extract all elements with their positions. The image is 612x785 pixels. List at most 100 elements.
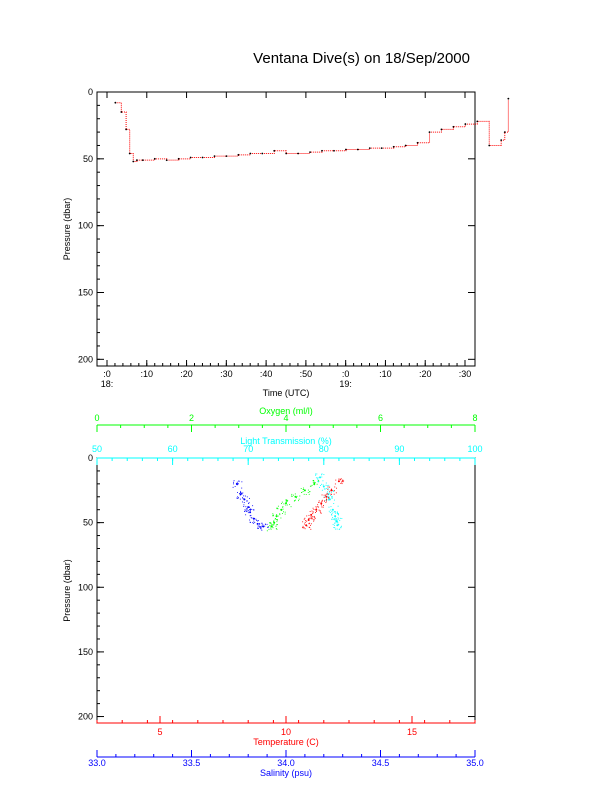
oxygen-scatter-dot — [303, 489, 305, 490]
salinity-scatter-dot — [264, 525, 266, 527]
temperature-scatter-dot — [327, 488, 329, 490]
light-scatter-dot — [317, 480, 319, 482]
salinity-scatter-dot — [249, 519, 251, 521]
pressure-point-29 — [416, 141, 419, 144]
temperature-scatter-dot — [310, 523, 312, 525]
pressure-point-8 — [165, 159, 168, 162]
plot-frame-1 — [96, 91, 476, 367]
salinity-scatter-dot — [260, 527, 262, 529]
pressure-point-30 — [428, 131, 431, 133]
temperature-scatter-dot — [336, 487, 338, 489]
temperature-scatter-dot — [325, 494, 326, 496]
light-scatter-dot — [333, 518, 335, 520]
temperature-tick-label-2: 15 — [407, 727, 417, 737]
temperature-axis-label: Temperature (C) — [253, 737, 319, 747]
light-scatter-dot — [337, 517, 339, 519]
salinity-scatter-dot — [236, 484, 238, 486]
salinity-scatter-dot — [241, 493, 243, 495]
salinity-scatter-dot — [254, 518, 256, 520]
oxygen-scatter-dot — [276, 519, 278, 520]
oxygen-scatter-dot — [276, 514, 278, 516]
salinity-scatter-dot — [236, 497, 238, 499]
oxygen-scatter-dot — [299, 495, 301, 497]
light-scatter-dot — [326, 495, 328, 497]
oxygen-scatter-dot — [303, 493, 305, 495]
temperature-scatter-dot — [326, 498, 327, 500]
x-tick-label-8: :20 — [419, 369, 432, 379]
oxygen-point-3 — [285, 502, 287, 505]
oxygen-scatter-dot — [272, 513, 274, 515]
oxygen-scatter-dot — [313, 481, 315, 483]
oxygen-scatter-dot — [277, 515, 279, 517]
temperature-scatter-dot — [305, 520, 307, 522]
temperature-scatter-dot — [310, 517, 312, 519]
oxygen-scatter-dot — [276, 516, 278, 518]
temperature-scatter-dot — [331, 489, 333, 491]
temperature-scatter-dot — [308, 514, 310, 516]
oxygen-scatter-dot — [316, 483, 318, 485]
oxygen-scatter-dot — [275, 528, 277, 529]
temperature-scatter-dot — [321, 499, 323, 501]
salinity-scatter-dot — [253, 522, 255, 524]
x-axis-label: Time (UTC) — [263, 388, 310, 398]
temperature-point-0 — [337, 480, 340, 483]
oxygen-scatter-dot — [293, 500, 295, 502]
temperature-scatter-dot — [302, 527, 304, 529]
salinity-scatter-dot — [261, 523, 263, 525]
light-scatter-dot — [337, 522, 339, 524]
x-tick-label-5: :50 — [300, 369, 313, 379]
oxygen-scatter-dot — [313, 484, 315, 486]
temperature-scatter-dot — [319, 512, 321, 514]
temperature-scatter-dot — [306, 515, 308, 517]
pressure-point-22 — [333, 149, 335, 152]
temperature-scatter-dot — [340, 479, 342, 481]
light-scatter-dot — [328, 496, 330, 498]
salinity-tick-label-3: 34.5 — [372, 758, 390, 768]
oxygen-tick-label-4: 8 — [472, 413, 477, 423]
light-scatter-dot — [315, 474, 317, 476]
salinity-scatter-dot — [261, 529, 263, 531]
temperature-scatter-dot — [328, 497, 329, 499]
pressure-point-20 — [309, 151, 311, 154]
light-scatter-dot — [339, 528, 341, 530]
oxygen-scatter-dot — [275, 525, 277, 527]
light-scatter-dot — [326, 485, 328, 487]
oxygen-scatter-dot — [290, 495, 292, 497]
oxygen-scatter-dot — [270, 522, 272, 524]
salinity-scatter-dot — [241, 492, 243, 494]
temperature-scatter-dot — [311, 518, 313, 520]
light-scatter-dot — [334, 522, 335, 524]
salinity-scatter-dot — [251, 517, 253, 519]
salinity-scatter-dot — [245, 514, 247, 516]
salinity-scatter-dot — [257, 527, 259, 529]
light-axis-label: Light Transmission (%) — [240, 436, 332, 446]
temperature-scatter-dot — [330, 493, 332, 495]
pressure-point-6 — [141, 159, 144, 162]
salinity-scatter-dot — [245, 509, 247, 511]
oxygen-scatter-dot — [314, 482, 316, 483]
light-point-4 — [331, 508, 334, 511]
oxygen-scatter-dot — [303, 487, 305, 489]
oxygen-scatter-dot — [313, 480, 315, 482]
pressure-point-14 — [237, 153, 240, 156]
light-scatter-dot — [325, 484, 327, 486]
oxygen-scatter-dot — [271, 524, 273, 526]
salinity-scatter-dot — [249, 506, 250, 508]
oxygen-scatter-dot — [307, 491, 309, 493]
light-scatter-dot — [335, 519, 337, 521]
salinity-scatter-dot — [237, 483, 239, 485]
salinity-tick-label-0: 33.0 — [88, 758, 106, 768]
temperature-scatter-dot — [334, 483, 336, 485]
oxygen-scatter-dot — [275, 518, 277, 519]
oxygen-scatter-dot — [281, 513, 283, 514]
oxygen-scatter-dot — [292, 494, 294, 496]
oxygen-scatter-dot — [298, 498, 300, 500]
temperature-scatter-dot — [303, 523, 305, 525]
temperature-point-2 — [325, 495, 328, 498]
oxygen-scatter-dot — [267, 526, 269, 527]
pressure-point-4 — [132, 160, 135, 163]
temperature-scatter-dot — [315, 507, 317, 509]
x-tick-sublabel-0: 18: — [101, 379, 114, 389]
x-tick-label-0: :0 — [103, 369, 111, 379]
salinity-scatter-dot — [243, 499, 245, 501]
